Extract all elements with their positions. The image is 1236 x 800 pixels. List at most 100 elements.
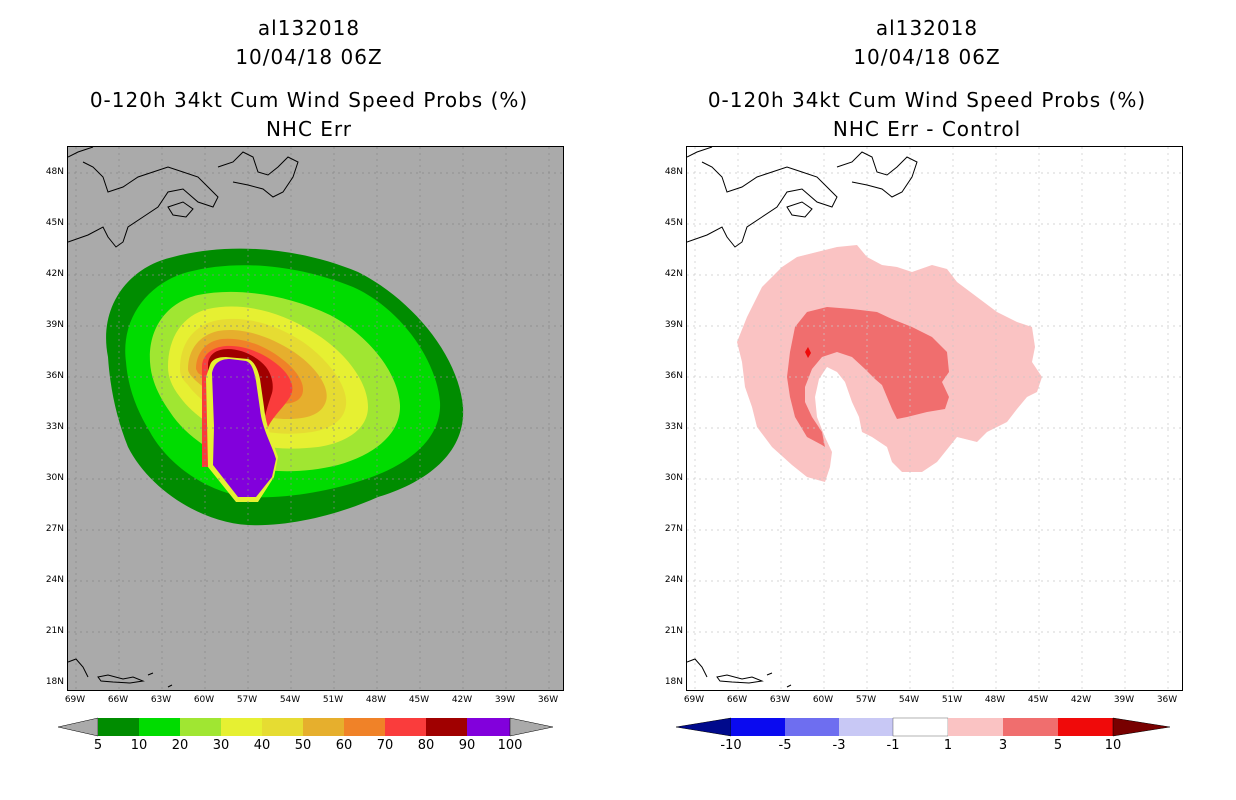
colorbar-label: 5 — [1053, 738, 1063, 753]
left-storm-id: al132018 — [257, 16, 361, 40]
lon-label: 60W — [193, 695, 215, 705]
colorbar-swatch — [731, 718, 785, 736]
lat-label: 36N — [45, 371, 64, 381]
lat-label: 48N — [664, 167, 683, 177]
left-titles: al132018 10/04/18 06Z 0-120h 34kt Cum Wi… — [0, 14, 618, 144]
right-storm-id: al132018 — [875, 16, 979, 40]
lon-label: 39W — [1113, 695, 1135, 705]
colorbar-swatch — [1058, 718, 1113, 736]
lon-label: 51W — [322, 695, 344, 705]
lat-label: 45N — [664, 218, 683, 228]
colorbar-label: 80 — [417, 738, 435, 753]
right-map-svg — [687, 147, 1182, 690]
colorbar-label: 1 — [943, 738, 953, 753]
lon-label: 63W — [769, 695, 791, 705]
lon-label: 57W — [855, 695, 877, 705]
lon-label: 45W — [1027, 695, 1049, 705]
lon-label: 60W — [812, 695, 834, 705]
lon-label: 69W — [64, 695, 86, 705]
left-panel: al132018 10/04/18 06Z 0-120h 34kt Cum Wi… — [0, 14, 618, 144]
lon-label: 48W — [365, 695, 387, 705]
colorbar-label: -1 — [886, 738, 900, 753]
right-product-title: 0-120h 34kt Cum Wind Speed Probs (%) — [707, 88, 1147, 112]
lon-label: 57W — [236, 695, 258, 705]
colorbar-label: 30 — [212, 738, 230, 753]
lon-label: 66W — [107, 695, 129, 705]
right-coastline — [687, 147, 918, 688]
colorbar-over-arrow — [509, 717, 554, 737]
lat-label: 21N — [664, 626, 683, 636]
colorbar-label: 40 — [253, 738, 271, 753]
lat-label: 18N — [45, 677, 64, 687]
colorbar-swatch — [221, 718, 262, 736]
colorbar-swatch — [426, 718, 467, 736]
lat-label: 36N — [664, 371, 683, 381]
right-difference-map — [686, 146, 1183, 691]
left-coastline — [68, 147, 299, 688]
lat-label: 24N — [664, 575, 683, 585]
colorbar-label: 5 — [93, 738, 103, 753]
lon-label: 51W — [941, 695, 963, 705]
colorbar-swatch — [467, 718, 510, 736]
colorbar-label: -10 — [720, 738, 742, 753]
colorbar-swatch — [839, 718, 893, 736]
left-probability-map — [67, 146, 564, 691]
lat-label: 33N — [45, 422, 64, 432]
colorbar-swatch — [1003, 718, 1058, 736]
lat-label: 24N — [45, 575, 64, 585]
lat-label: 48N — [45, 167, 64, 177]
lat-label: 39N — [45, 320, 64, 330]
colorbar-under-arrow — [58, 717, 99, 737]
lon-label: 63W — [150, 695, 172, 705]
lon-label: 45W — [408, 695, 430, 705]
colorbar-swatch — [344, 718, 385, 736]
colorbar-swatch — [785, 718, 839, 736]
lon-label: 54W — [898, 695, 920, 705]
colorbar-swatch — [892, 717, 949, 737]
lon-label: 42W — [451, 695, 473, 705]
left-subtitle: NHC Err — [265, 117, 353, 141]
colorbar-swatch — [303, 718, 344, 736]
lat-label: 30N — [664, 473, 683, 483]
colorbar-label: -5 — [778, 738, 792, 753]
colorbar-label: 10 — [130, 738, 148, 753]
left-colorbar — [58, 717, 554, 737]
lon-label: 54W — [279, 695, 301, 705]
colorbar-over-arrow — [1112, 717, 1171, 737]
colorbar-label: -3 — [832, 738, 846, 753]
lat-label: 30N — [45, 473, 64, 483]
colorbar-swatch — [262, 718, 303, 736]
lon-label: 48W — [984, 695, 1006, 705]
right-subtitle: NHC Err - Control — [832, 117, 1022, 141]
lat-label: 42N — [664, 269, 683, 279]
lat-label: 21N — [45, 626, 64, 636]
left-datetime: 10/04/18 06Z — [235, 45, 383, 69]
right-datetime: 10/04/18 06Z — [853, 45, 1001, 69]
contour-plus3 — [787, 307, 949, 447]
colorbar-label: 20 — [171, 738, 189, 753]
lat-label: 33N — [664, 422, 683, 432]
lat-label: 27N — [664, 524, 683, 534]
colorbar-label: 3 — [998, 738, 1008, 753]
right-titles: al132018 10/04/18 06Z 0-120h 34kt Cum Wi… — [618, 14, 1236, 144]
colorbar-swatch — [139, 718, 180, 736]
colorbar-label: 70 — [376, 738, 394, 753]
lon-label: 66W — [726, 695, 748, 705]
lon-label: 42W — [1070, 695, 1092, 705]
colorbar-label: 60 — [335, 738, 353, 753]
colorbar-swatch — [385, 718, 426, 736]
lat-label: 27N — [45, 524, 64, 534]
lon-label: 36W — [537, 695, 559, 705]
lon-label: 39W — [494, 695, 516, 705]
lat-label: 18N — [664, 677, 683, 687]
lon-label: 69W — [683, 695, 705, 705]
right-colorbar — [676, 717, 1171, 737]
colorbar-swatch — [98, 718, 139, 736]
left-map-svg — [68, 147, 563, 690]
lon-label: 36W — [1156, 695, 1178, 705]
right-panel: al132018 10/04/18 06Z 0-120h 34kt Cum Wi… — [618, 0, 1236, 800]
colorbar-label: 100 — [497, 738, 523, 753]
lat-label: 39N — [664, 320, 683, 330]
colorbar-label: 50 — [294, 738, 312, 753]
contour-plus5 — [805, 347, 811, 358]
